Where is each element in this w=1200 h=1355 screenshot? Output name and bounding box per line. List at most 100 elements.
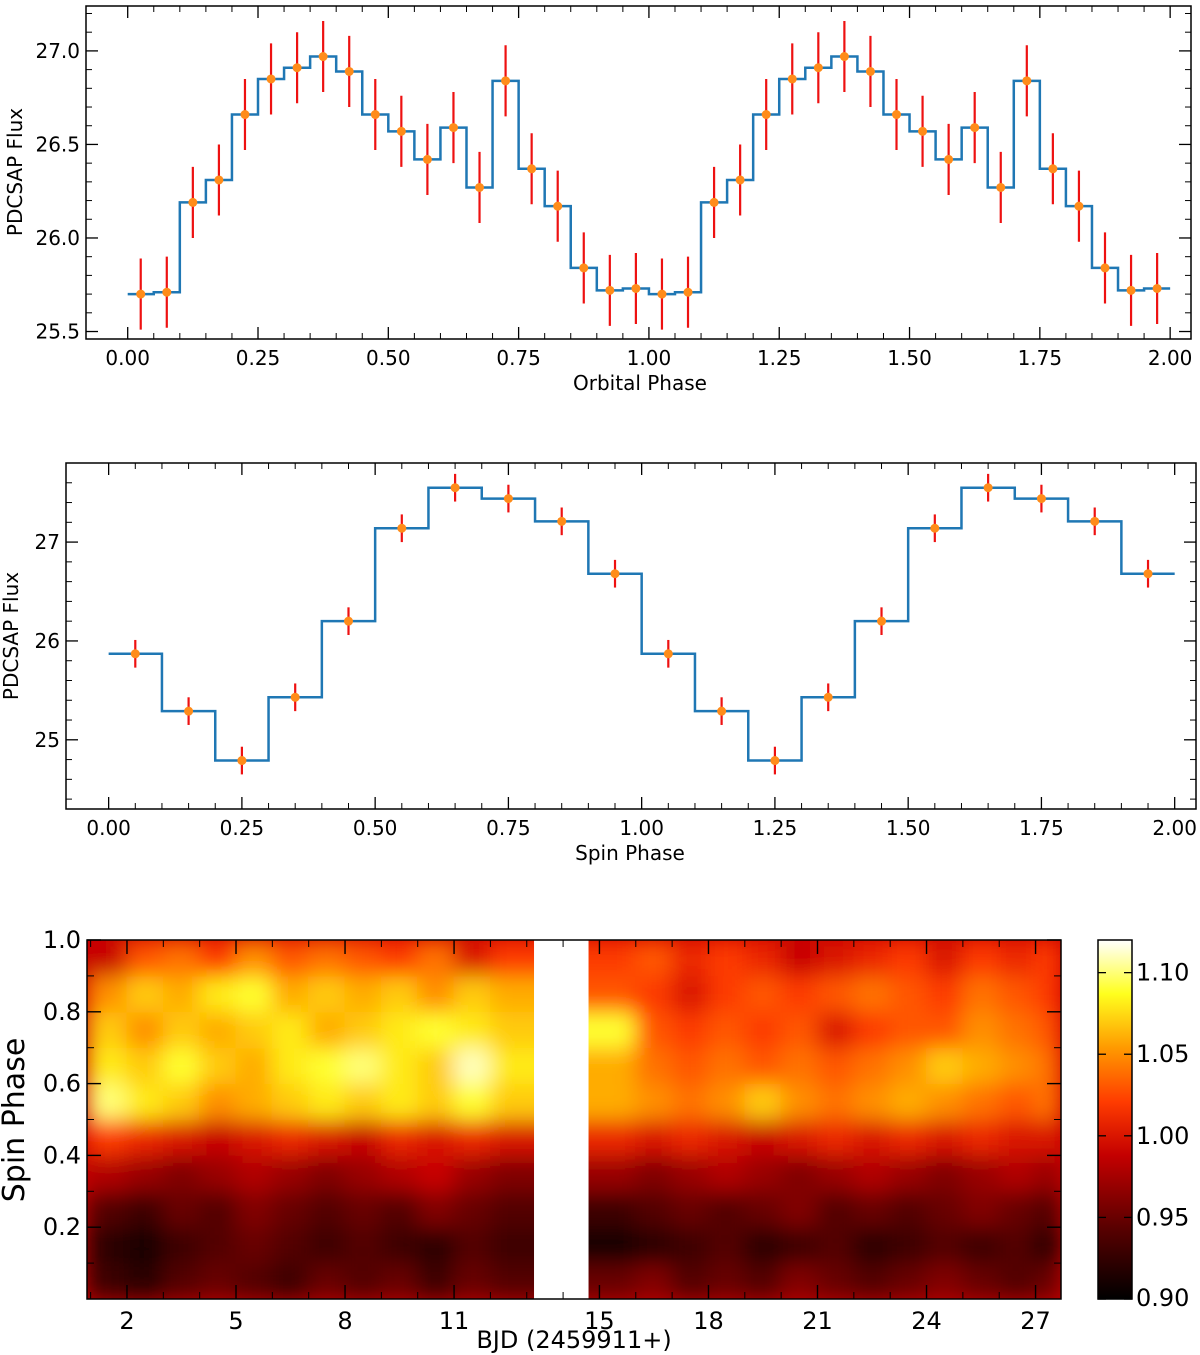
p1-data-point [188, 197, 198, 207]
colorbar-tick-label: 1.10 [1136, 959, 1189, 987]
heatmap-cell [635, 1226, 673, 1264]
p2-data-point [1143, 569, 1153, 579]
p1-data-point [970, 123, 980, 133]
p1-y-tick-label: 27.0 [35, 39, 80, 63]
p2-data-point [503, 494, 513, 504]
heatmap-cell [235, 1190, 273, 1228]
p1-x-tick-label: 0.75 [496, 346, 541, 370]
heatmap-cell [199, 1262, 237, 1299]
heatmap-cell [199, 1226, 237, 1264]
heatmap-cell [344, 1083, 382, 1120]
heatmap-cell [671, 975, 709, 1013]
p2-data-point [184, 706, 194, 716]
p1-data-point [709, 197, 719, 207]
p2-y-tick-label: 26 [35, 629, 60, 653]
p1-data-point [605, 285, 615, 295]
p1-y-tick-label: 26.5 [35, 132, 80, 156]
heatmap-cell [962, 975, 1000, 1013]
heatmap-cell [962, 940, 1000, 977]
heatmap-cell [308, 1011, 346, 1049]
heatmap-cell [635, 1262, 673, 1299]
heatmap-cell [344, 940, 382, 977]
heatmap-cell [780, 1226, 818, 1264]
heatmap-y-tick-label: 0.2 [43, 1213, 81, 1241]
heatmap-cell [126, 975, 164, 1013]
heatmap-cell [235, 1154, 273, 1192]
heatmap-cell [344, 1154, 382, 1192]
heatmap-cell [926, 1047, 964, 1085]
heatmap-cell [87, 940, 128, 977]
heatmap-cell [126, 1083, 164, 1120]
heatmap-cell [453, 1083, 491, 1120]
heatmap-cell [126, 1190, 164, 1228]
p2-data-point [130, 649, 140, 659]
heatmap-cell [998, 1154, 1035, 1192]
heatmap-cell [817, 1083, 855, 1120]
p2-data-point [1036, 494, 1046, 504]
heatmap-cell [998, 975, 1035, 1013]
heatmap-cell [962, 1047, 1000, 1085]
heatmap-cell [199, 1083, 237, 1120]
p1-data-point [344, 66, 354, 76]
heatmap-cell [453, 1047, 491, 1085]
heatmap-cell [235, 1047, 273, 1085]
heatmap-cell [162, 1190, 201, 1228]
heatmap-cell [744, 1226, 782, 1264]
heatmap-cell [235, 1262, 273, 1299]
p1-data-point [996, 182, 1006, 192]
heatmap-cell [744, 940, 782, 977]
p1-data-point [1048, 164, 1058, 174]
heatmap-cell [126, 1226, 164, 1264]
p1-data-point [214, 175, 224, 185]
heatmap-cell [889, 1083, 928, 1120]
heatmap-cell [380, 1154, 419, 1192]
p1-data-point [1100, 263, 1110, 273]
p2-data-point [877, 616, 887, 626]
heatmap-data-gap [534, 940, 589, 1299]
heatmap-cell [235, 1083, 273, 1120]
heatmap-cell [162, 975, 201, 1013]
heatmap-cell [199, 975, 237, 1013]
heatmap-cell [962, 1119, 1000, 1156]
spin-step-line [108, 486, 1175, 762]
heatmap-cell [199, 940, 237, 977]
heatmap-cell [162, 940, 201, 977]
heatmap-cell [380, 1226, 419, 1264]
spin-phase-panel: 0.00 0.25 0.50 0.75 1.00 1.25 1.50 1.75 2.00 252… [0, 462, 1197, 865]
p2-data-point [823, 692, 833, 702]
heatmap-cell [308, 940, 346, 977]
spin-plot-frame [65, 462, 1197, 810]
heatmap-cell [889, 975, 928, 1013]
heatmap-cell [962, 1154, 1000, 1192]
heatmap-panel: 2 5 8 11 15 18 21 24 27 0.2 0.4 0.6 0.8 1.0 BJD (245… [0, 926, 1189, 1354]
p1-data-point [918, 126, 928, 136]
heatmap-cell [817, 940, 855, 977]
heatmap-cell [417, 1119, 455, 1156]
heatmap-cell [853, 1083, 891, 1120]
heatmap-x-tick-label: 2 [119, 1307, 134, 1335]
p2-data-point [557, 516, 567, 526]
p1-x-tick-label: 1.75 [1018, 346, 1063, 370]
heatmap-cell [344, 1262, 382, 1299]
heatmap-cell [1033, 1047, 1061, 1085]
heatmap-cell [162, 1119, 201, 1156]
heatmap-x-tick-labels: 2 5 8 11 15 18 21 24 27 [119, 1307, 1050, 1335]
heatmap-cell [926, 1262, 964, 1299]
heatmap-cell [780, 975, 818, 1013]
heatmap-cell [962, 1011, 1000, 1049]
heatmap-cell [1033, 1190, 1061, 1228]
heatmap-cell [271, 1154, 310, 1192]
heatmap-x-tick-label: 15 [584, 1307, 615, 1335]
heatmap-cell [199, 1190, 237, 1228]
heatmap-cell [235, 1226, 273, 1264]
heatmap-cell [998, 1226, 1035, 1264]
heatmap-cell [417, 1262, 455, 1299]
heatmap-cell [780, 1047, 818, 1085]
heatmap-cell [744, 975, 782, 1013]
heatmap-cell [817, 1119, 855, 1156]
heatmap-cell [926, 940, 964, 977]
heatmap-cell [817, 1262, 855, 1299]
heatmap-cell [998, 940, 1035, 977]
orbital-step-line [127, 55, 1171, 296]
colorbar-tick-label: 0.90 [1136, 1284, 1189, 1312]
